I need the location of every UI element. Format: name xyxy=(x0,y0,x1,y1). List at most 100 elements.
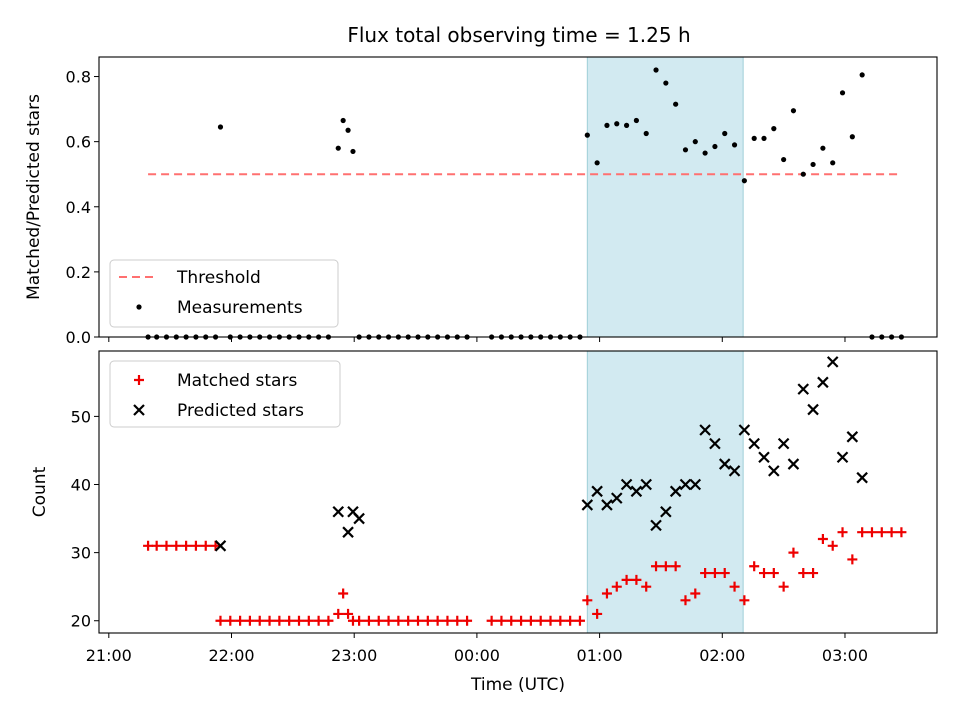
measurement-point xyxy=(614,121,620,127)
measurement-point xyxy=(849,134,855,140)
predicted-star-marker xyxy=(856,471,868,484)
matched-star-marker xyxy=(680,595,691,606)
predicted-star-marker xyxy=(768,465,780,477)
measurement-point xyxy=(781,156,787,163)
predicted-star-marker xyxy=(777,437,790,450)
matched-star-marker xyxy=(611,581,622,592)
bottom-legend: Matched stars Predicted stars xyxy=(109,360,341,428)
matched-star-marker xyxy=(303,615,314,626)
matched-star-marker xyxy=(215,615,226,626)
matched-star-marker xyxy=(235,615,246,626)
matched-star-marker xyxy=(403,615,414,626)
x-tick-label: 23:00 xyxy=(331,646,377,665)
matched-star-marker xyxy=(313,615,324,626)
predicted-star-marker xyxy=(846,431,859,443)
measurement-point xyxy=(663,80,669,86)
predicted-star-marker xyxy=(591,485,603,498)
predicted-star-marker xyxy=(797,383,810,395)
matched-star-marker xyxy=(200,540,211,551)
matched-star-marker xyxy=(506,615,517,626)
x-tick-label: 21:00 xyxy=(86,646,132,665)
measurements-points xyxy=(145,67,905,340)
matched-star-marker xyxy=(866,527,877,538)
measurement-point xyxy=(335,145,341,151)
matched-star-marker xyxy=(847,554,858,565)
measurement-point xyxy=(682,147,689,153)
matched-star-marker xyxy=(525,615,536,626)
predicted-star-marker xyxy=(836,451,849,464)
matched-star-marker xyxy=(788,547,799,558)
predicted-star-marker xyxy=(650,519,662,532)
measurement-point xyxy=(643,130,649,137)
measurement-point xyxy=(800,171,806,177)
y-tick-label: 0.6 xyxy=(66,133,91,152)
matched-star-marker xyxy=(452,615,463,626)
bottom-y-axis-label: Count xyxy=(30,466,50,517)
measurement-point xyxy=(702,150,708,156)
predicted-legend-label: Predicted stars xyxy=(177,401,304,421)
measurement-point xyxy=(761,135,767,141)
matched-star-marker xyxy=(729,581,740,592)
matched-star-marker xyxy=(373,615,384,626)
measurement-point xyxy=(731,142,738,148)
predicted-star-marker xyxy=(738,424,751,436)
matched-star-marker xyxy=(254,615,265,626)
matched-star-marker xyxy=(151,540,162,551)
y-tick-label: 20 xyxy=(71,612,91,631)
matched-star-marker xyxy=(651,561,662,572)
measurement-point xyxy=(751,135,757,141)
predicted-star-marker xyxy=(660,505,672,518)
predicted-star-marker xyxy=(610,492,623,504)
matched-star-marker xyxy=(274,615,285,626)
observing-window-band xyxy=(586,350,744,634)
y-tick-label: 0.0 xyxy=(66,328,91,347)
matched-star-marker xyxy=(323,615,334,626)
matched-legend-swatch xyxy=(134,375,144,385)
matched-star-marker xyxy=(225,615,236,626)
matched-star-marker xyxy=(768,568,779,579)
measurement-legend-swatch xyxy=(136,304,142,310)
matched-star-marker xyxy=(210,540,221,551)
matched-star-marker xyxy=(827,540,838,551)
measurement-point xyxy=(712,143,718,150)
matched-star-marker xyxy=(462,615,473,626)
matched-star-marker xyxy=(778,581,789,592)
count-panel: 20 30 40 50 21:00 22:00 23:00 00:00 01:00 02:00 0… xyxy=(30,350,938,695)
measurement-point xyxy=(594,160,600,166)
matched-star-marker xyxy=(264,615,275,626)
matched-star-marker xyxy=(555,615,566,626)
ratio-panel: 0.00.20.40.60.8 Matched/Predicted stars … xyxy=(24,56,938,347)
matched-star-marker xyxy=(422,615,433,626)
measurement-point xyxy=(722,130,728,137)
matched-star-marker xyxy=(171,540,182,551)
predicted-star-marker xyxy=(709,437,721,450)
predicted-star-marker xyxy=(620,478,633,491)
matched-star-marker xyxy=(244,615,255,626)
matched-star-marker xyxy=(574,615,585,626)
top-y-axis-ticks: 0.0 0.2 0.4 0.6 0.8 xyxy=(66,68,99,347)
matched-star-marker xyxy=(592,608,603,619)
predicted-star-marker xyxy=(332,505,345,518)
measurement-point xyxy=(633,117,639,124)
measurement-point xyxy=(830,160,836,166)
matched-star-marker xyxy=(545,615,556,626)
x-tick-label: 22:00 xyxy=(208,646,254,665)
y-tick-label: 0.8 xyxy=(66,68,91,87)
matched-star-marker xyxy=(808,568,819,579)
predicted-star-marker xyxy=(728,465,741,477)
measurement-point xyxy=(839,90,846,96)
measurement-point xyxy=(741,178,747,184)
predicted-star-marker xyxy=(669,485,682,498)
matched-star-marker xyxy=(393,615,404,626)
top-x-axis-ticks xyxy=(108,337,846,342)
matched-star-marker xyxy=(876,527,887,538)
matched-star-marker xyxy=(143,540,154,551)
predicted-star-marker xyxy=(699,424,711,436)
matched-star-marker xyxy=(333,608,344,619)
matched-star-marker xyxy=(432,615,443,626)
matched-star-marker xyxy=(631,574,642,585)
legend-box xyxy=(109,259,339,328)
predicted-star-marker xyxy=(630,485,643,498)
measurement-point xyxy=(217,124,224,130)
